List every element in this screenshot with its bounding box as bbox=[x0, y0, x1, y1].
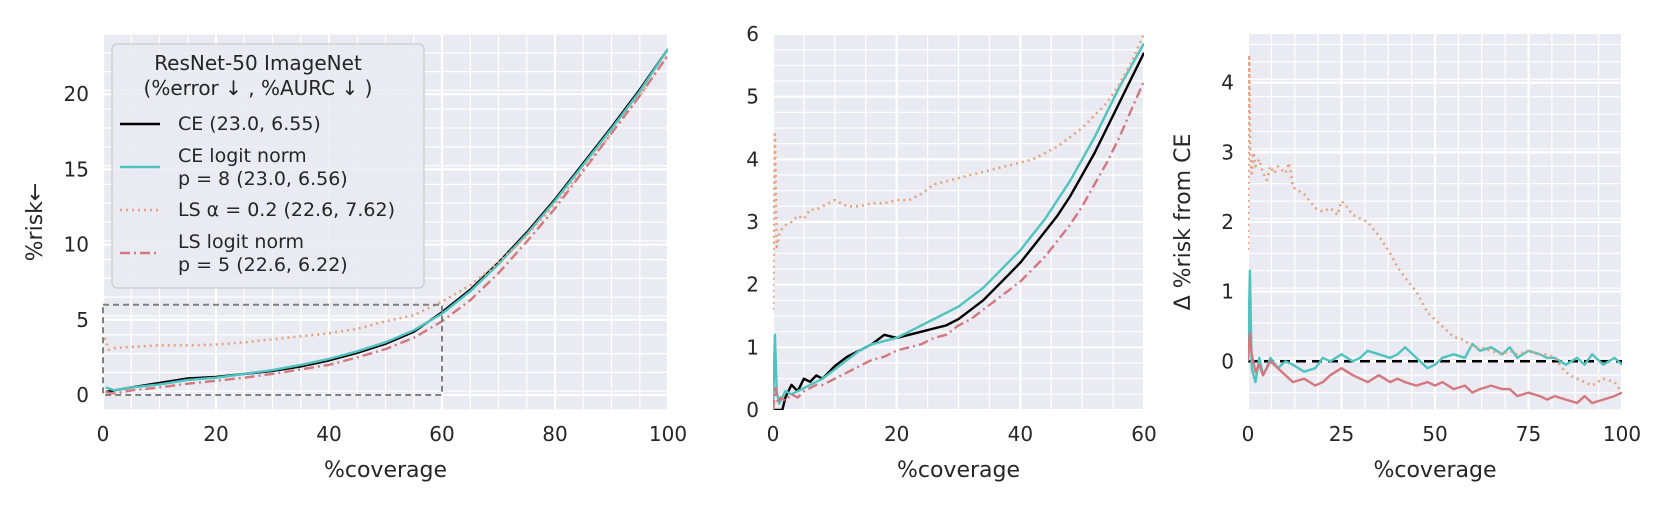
x-tick-label: 40 bbox=[1008, 422, 1033, 446]
x-tick-label: 20 bbox=[884, 422, 909, 446]
chart-panel-zoomed: 0 20 40 60 0 1 2 3 4 5 6 %coverage bbox=[746, 22, 1156, 483]
legend-entry-label: CE (23.0, 6.55) bbox=[178, 113, 321, 135]
y-tick-label: 20 bbox=[64, 82, 89, 106]
legend-entry-label: LS logit norm bbox=[178, 231, 304, 253]
x-tick-label: 20 bbox=[203, 422, 228, 446]
series-line-0 bbox=[1248, 269, 1622, 384]
x-tick-label: 80 bbox=[542, 422, 567, 446]
legend-box bbox=[111, 43, 425, 289]
series-line-1 bbox=[1248, 53, 1622, 394]
y-tick-label: 3 bbox=[746, 210, 759, 234]
y-tick-label: 15 bbox=[64, 157, 89, 181]
y-tick-label: 0 bbox=[746, 398, 759, 422]
y-axis-label: Δ %risk from CE bbox=[1171, 134, 1196, 311]
legend-entry-label: p = 5 (22.6, 6.22) bbox=[178, 254, 348, 276]
x-tick-label: 0 bbox=[767, 422, 780, 446]
y-tick-label: 1 bbox=[746, 335, 759, 359]
series-line-3 bbox=[105, 54, 668, 395]
y-tick-label: 4 bbox=[746, 147, 759, 171]
x-tick-label: 40 bbox=[316, 422, 341, 446]
series-line-1 bbox=[773, 42, 1144, 410]
y-tick-label: 5 bbox=[76, 308, 89, 332]
x-tick-label: 0 bbox=[97, 422, 110, 446]
y-axis-label: %risk← bbox=[23, 183, 48, 262]
zoom-region-box bbox=[102, 303, 443, 396]
series-line-1 bbox=[105, 48, 668, 392]
y-tick-label: 5 bbox=[746, 85, 759, 109]
x-tick-label: 50 bbox=[1422, 422, 1447, 446]
legend-entry-label: CE logit norm bbox=[178, 145, 307, 167]
legend-entry-label: p = 8 (23.0, 6.56) bbox=[178, 168, 348, 190]
y-tick-label: 10 bbox=[64, 233, 89, 257]
legend-entry-label: LS α = 0.2 (22.6, 7.62) bbox=[178, 199, 395, 221]
y-tick-label: 1 bbox=[1221, 280, 1234, 304]
y-tick-label: 2 bbox=[746, 273, 759, 297]
y-tick-label: 3 bbox=[1221, 140, 1234, 164]
legend-title: (%error ↓ , %AURC ↓ ) bbox=[144, 76, 373, 100]
series-line-2 bbox=[1248, 332, 1622, 405]
y-tick-label: 6 bbox=[746, 22, 759, 46]
series-line-3 bbox=[773, 80, 1144, 410]
chart-panel-full-range: 0 20 40 60 80 100 0 5 10 15 20 %coverage %risk← ResNe… bbox=[23, 33, 687, 483]
x-tick-label: 100 bbox=[649, 422, 687, 446]
x-tick-label: 25 bbox=[1329, 422, 1354, 446]
x-tick-label: 75 bbox=[1516, 422, 1541, 446]
x-tick-label: 60 bbox=[1131, 422, 1156, 446]
series-line-2 bbox=[103, 54, 668, 352]
x-tick-label: 60 bbox=[429, 422, 454, 446]
y-tick-label: 0 bbox=[1221, 349, 1234, 373]
y-tick-label: 0 bbox=[76, 383, 89, 407]
x-axis-label: %coverage bbox=[1373, 458, 1496, 483]
legend-title: ResNet-50 ImageNet bbox=[154, 51, 362, 75]
x-axis-label: %coverage bbox=[324, 458, 447, 483]
chart-panel-difference: 0 25 50 75 100 0 1 2 3 4 %coverage Δ %risk from CE bbox=[1171, 34, 1641, 483]
x-tick-label: 0 bbox=[1242, 422, 1255, 446]
x-axis-label: %coverage bbox=[897, 458, 1020, 483]
x-tick-label: 100 bbox=[1603, 422, 1641, 446]
y-tick-label: 4 bbox=[1221, 71, 1234, 95]
series-line-2 bbox=[773, 34, 1144, 310]
y-tick-label: 2 bbox=[1221, 210, 1234, 234]
